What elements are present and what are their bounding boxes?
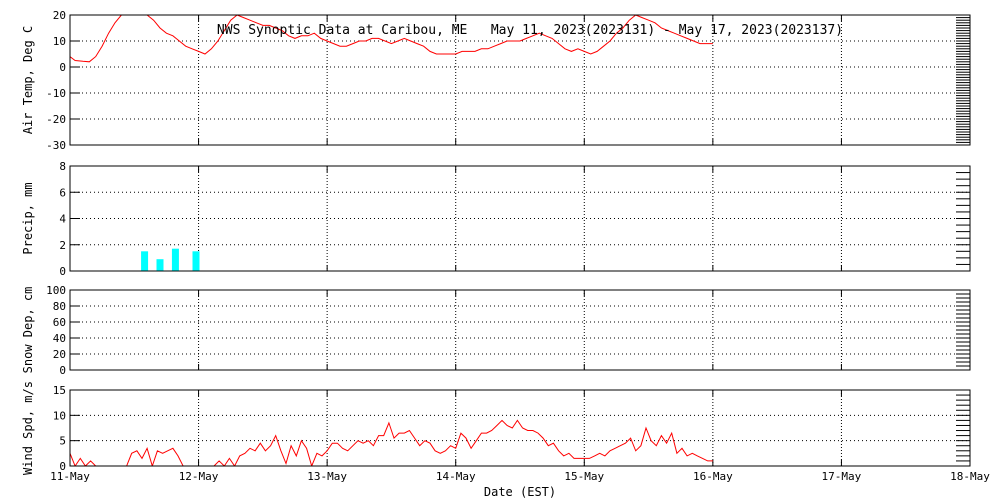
- panel-3: 0 20 40 60 80 100 Snow Dep, cm: [21, 284, 971, 377]
- panel-4-ytick-label: 5: [59, 435, 66, 448]
- panel-2-data: [141, 248, 200, 271]
- panel-4-ytick-label: 0: [59, 460, 66, 473]
- panel-1-ylabel: Air Temp, Deg C: [21, 26, 35, 134]
- panel-2-ytick-label: 4: [59, 213, 66, 226]
- panel-4-frame: [69, 389, 971, 467]
- panel-2-ylabel: Precip, mm: [21, 182, 35, 254]
- panel-4-ylabel: Wind Spd, m/s: [21, 381, 35, 475]
- panel-2-ytick-label: 2: [59, 239, 66, 252]
- panel-1-ytick-label: -20: [46, 113, 66, 126]
- panel-1-ytick-label: -10: [46, 87, 66, 100]
- panel-3-ytick-label: 0: [59, 364, 66, 377]
- precip-bar: [171, 248, 179, 271]
- precip-bar: [192, 251, 200, 271]
- x-tick-label: 15-May: [564, 470, 604, 483]
- panel-3-ylabel: Snow Dep, cm: [21, 287, 35, 374]
- x-tick-label: 14-May: [436, 470, 476, 483]
- panel-3-ytick-label: 20: [53, 348, 66, 361]
- x-tick-label: 12-May: [179, 470, 219, 483]
- panel-2-ytick-label: 0: [59, 265, 66, 278]
- x-tick-label: 11-May: [50, 470, 90, 483]
- x-tick-label: 17-May: [822, 470, 862, 483]
- panel-4: 0 5 10 15 Wind Spd, m/s: [21, 381, 971, 475]
- chart-panels: -30 -20 -10 0 10 20 Air Temp, Deg C 0 2 4 6 8 Precip…: [21, 9, 990, 483]
- x-tick-label: 13-May: [307, 470, 347, 483]
- panel-3-ytick-label: 100: [46, 284, 66, 297]
- panel-2-frame: [69, 165, 971, 272]
- x-tick-label: 16-May: [693, 470, 733, 483]
- series-line: [70, 15, 713, 63]
- panel-1-ytick-label: 0: [59, 61, 66, 74]
- panel-4-data: [70, 419, 713, 466]
- panel-3-ytick-label: 40: [53, 332, 66, 345]
- panel-1-ytick-label: -30: [46, 139, 66, 152]
- panel-3-ytick-label: 60: [53, 316, 66, 329]
- precip-bar: [156, 259, 164, 271]
- precip-bar: [141, 251, 149, 271]
- panel-4-ytick-label: 15: [53, 384, 66, 397]
- panel-2-ytick-label: 8: [59, 160, 66, 173]
- panel-1-ytick-label: 20: [53, 9, 66, 22]
- panel-1-frame: [69, 14, 971, 146]
- panel-3-frame: [69, 289, 971, 371]
- panel-1-ytick-label: 10: [53, 35, 66, 48]
- panel-2: 0 2 4 6 8 Precip, mm: [21, 160, 971, 278]
- panel-2-ytick-label: 6: [59, 186, 66, 199]
- x-tick-label: 18-May: [950, 470, 990, 483]
- panel-1-data: [70, 15, 713, 63]
- panel-4-ytick-label: 10: [53, 409, 66, 422]
- panel-1: -30 -20 -10 0 10 20 Air Temp, Deg C: [21, 9, 971, 152]
- series-line: [70, 419, 713, 466]
- panel-3-ytick-label: 80: [53, 300, 66, 313]
- x-axis-label: Date (EST): [484, 485, 556, 499]
- chart-title: NWS Synoptic Data at Caribou, ME May 11,…: [217, 23, 843, 38]
